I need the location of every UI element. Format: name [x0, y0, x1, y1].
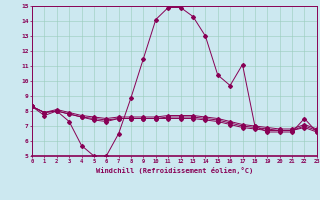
X-axis label: Windchill (Refroidissement éolien,°C): Windchill (Refroidissement éolien,°C): [96, 167, 253, 174]
